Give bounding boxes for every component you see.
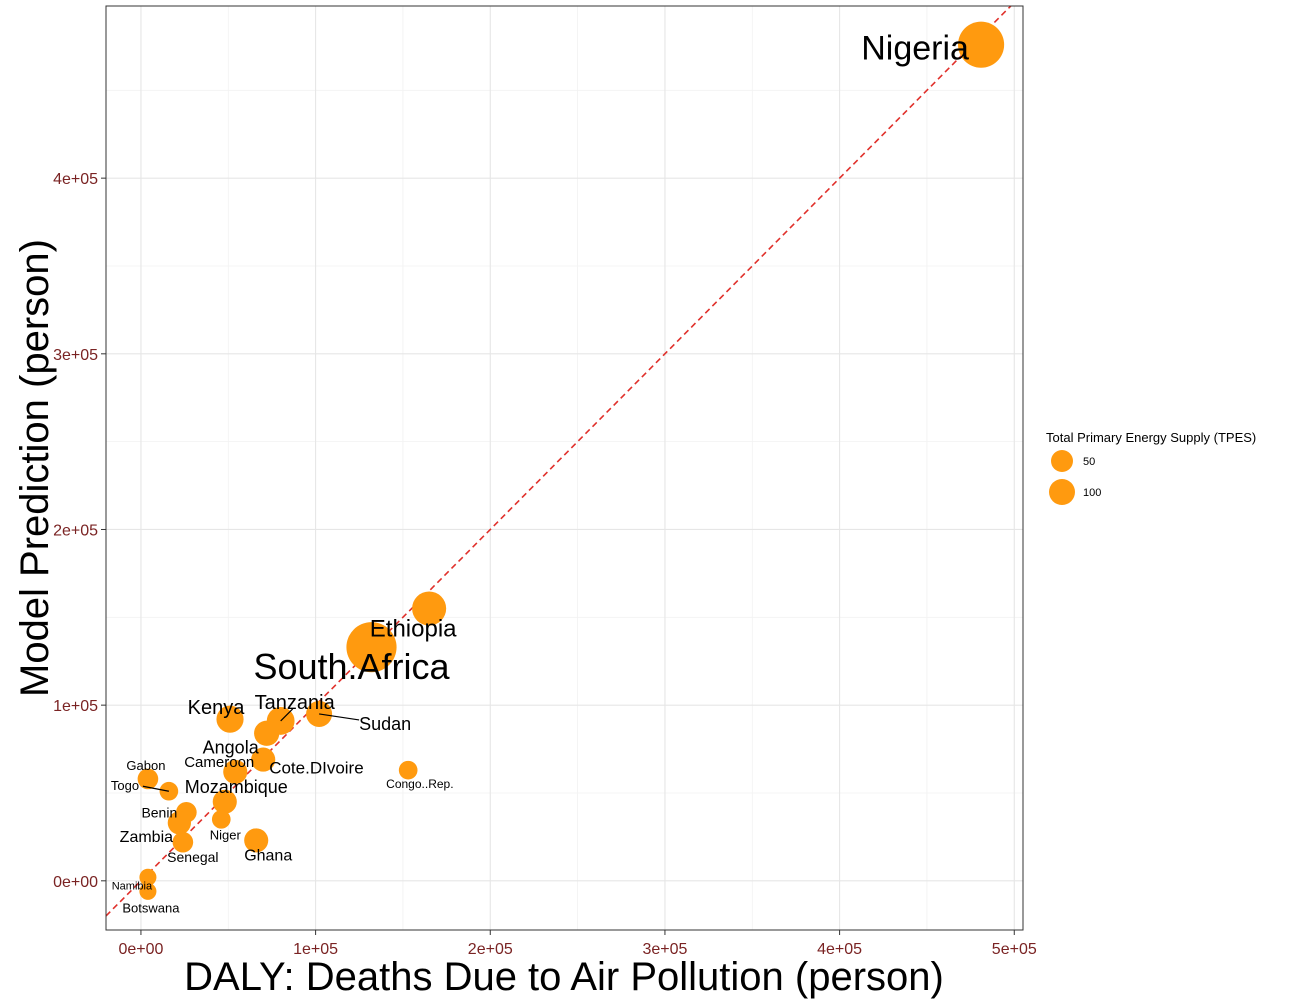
- label-angola: Angola: [203, 737, 260, 757]
- point-senegal: [172, 831, 194, 853]
- label-tanzania: Tanzania: [255, 692, 336, 714]
- points-layer: [137, 21, 1005, 900]
- label-senegal: Senegal: [167, 849, 218, 865]
- leader-tanzania: [280, 708, 294, 722]
- label-niger: Niger: [210, 827, 242, 842]
- point-ghana: [244, 828, 269, 853]
- point-zambia: [167, 811, 191, 835]
- label-ghana: Ghana: [244, 847, 292, 864]
- label-nigeria: Nigeria: [861, 30, 969, 68]
- label-cote-divoire: Cote.DIvoire: [269, 759, 363, 778]
- x-tick-label-4: 4e+05: [817, 941, 862, 958]
- point-congo-rep-: [398, 760, 418, 780]
- y-axis-ticks: 0e+00 1e+05 2e+05 3e+05 4e+05: [53, 171, 106, 891]
- legend: Total Primary Energy Supply (TPES) 50 10…: [1046, 430, 1256, 505]
- label-kenya: Kenya: [188, 697, 246, 719]
- grid-minor: [106, 6, 1023, 930]
- leader-togo: [142, 785, 169, 792]
- legend-key-100: [1049, 479, 1075, 505]
- y-tick-label-0: 0e+00: [53, 874, 98, 891]
- y-tick-label-4: 4e+05: [53, 171, 98, 188]
- y-tick-label-1: 1e+05: [53, 698, 98, 715]
- label-cameroon: Cameroon: [184, 754, 254, 771]
- point-mozambique: [212, 789, 237, 814]
- point-south-africa: [346, 622, 397, 673]
- point-sudan: [306, 700, 333, 727]
- label-namibia: Namibia: [112, 880, 153, 892]
- point-botswana: [139, 882, 157, 900]
- label-south-africa: South.Africa: [253, 646, 450, 687]
- x-tick-label-2: 2e+05: [468, 941, 513, 958]
- x-tick-label-5: 5e+05: [992, 941, 1037, 958]
- y-axis-title: Model Prediction (person): [13, 239, 57, 697]
- point-labels-layer: Nigeria Ethiopia South.Africa Sudan Tanzania…: [111, 30, 969, 916]
- point-cameroon: [223, 759, 248, 784]
- x-tick-label-1: 1e+05: [293, 941, 338, 958]
- label-gabon: Gabon: [126, 758, 165, 773]
- legend-title: Total Primary Energy Supply (TPES): [1046, 430, 1256, 445]
- x-axis-title: DALY: Deaths Due to Air Pollution (perso…: [184, 955, 944, 999]
- leader-lines-layer: [142, 708, 360, 792]
- point-nigeria: [958, 21, 1005, 68]
- legend-label-100: 100: [1083, 487, 1101, 499]
- leader-sudan: [319, 713, 360, 721]
- point-angola: [254, 720, 280, 746]
- label-zambia: Zambia: [120, 829, 173, 846]
- label-mozambique: Mozambique: [185, 777, 288, 797]
- point-gabon: [137, 768, 159, 790]
- label-ethiopia: Ethiopia: [370, 616, 457, 643]
- x-tick-label-0: 0e+00: [118, 941, 163, 958]
- legend-key-50: [1051, 450, 1073, 472]
- x-tick-label-3: 3e+05: [642, 941, 687, 958]
- legend-label-50: 50: [1083, 456, 1095, 468]
- point-kenya: [216, 705, 244, 733]
- label-congo-rep-: Congo..Rep.: [386, 777, 453, 791]
- point-cote-divoire: [251, 747, 276, 772]
- plot-border: [105, 5, 1024, 931]
- point-namibia: [139, 868, 157, 886]
- label-togo: Togo: [111, 778, 139, 793]
- y-tick-label-3: 3e+05: [53, 347, 98, 364]
- label-benin: Benin: [141, 804, 177, 820]
- label-sudan: Sudan: [359, 714, 411, 734]
- plot-panel: [106, 6, 1023, 930]
- label-botswana: Botswana: [122, 900, 180, 915]
- y-tick-label-2: 2e+05: [53, 522, 98, 539]
- point-niger: [211, 810, 231, 829]
- x-axis-ticks: 0e+00 1e+05 2e+05 3e+05 4e+05 5e+05: [118, 930, 1037, 958]
- point-ethiopia: [412, 591, 447, 626]
